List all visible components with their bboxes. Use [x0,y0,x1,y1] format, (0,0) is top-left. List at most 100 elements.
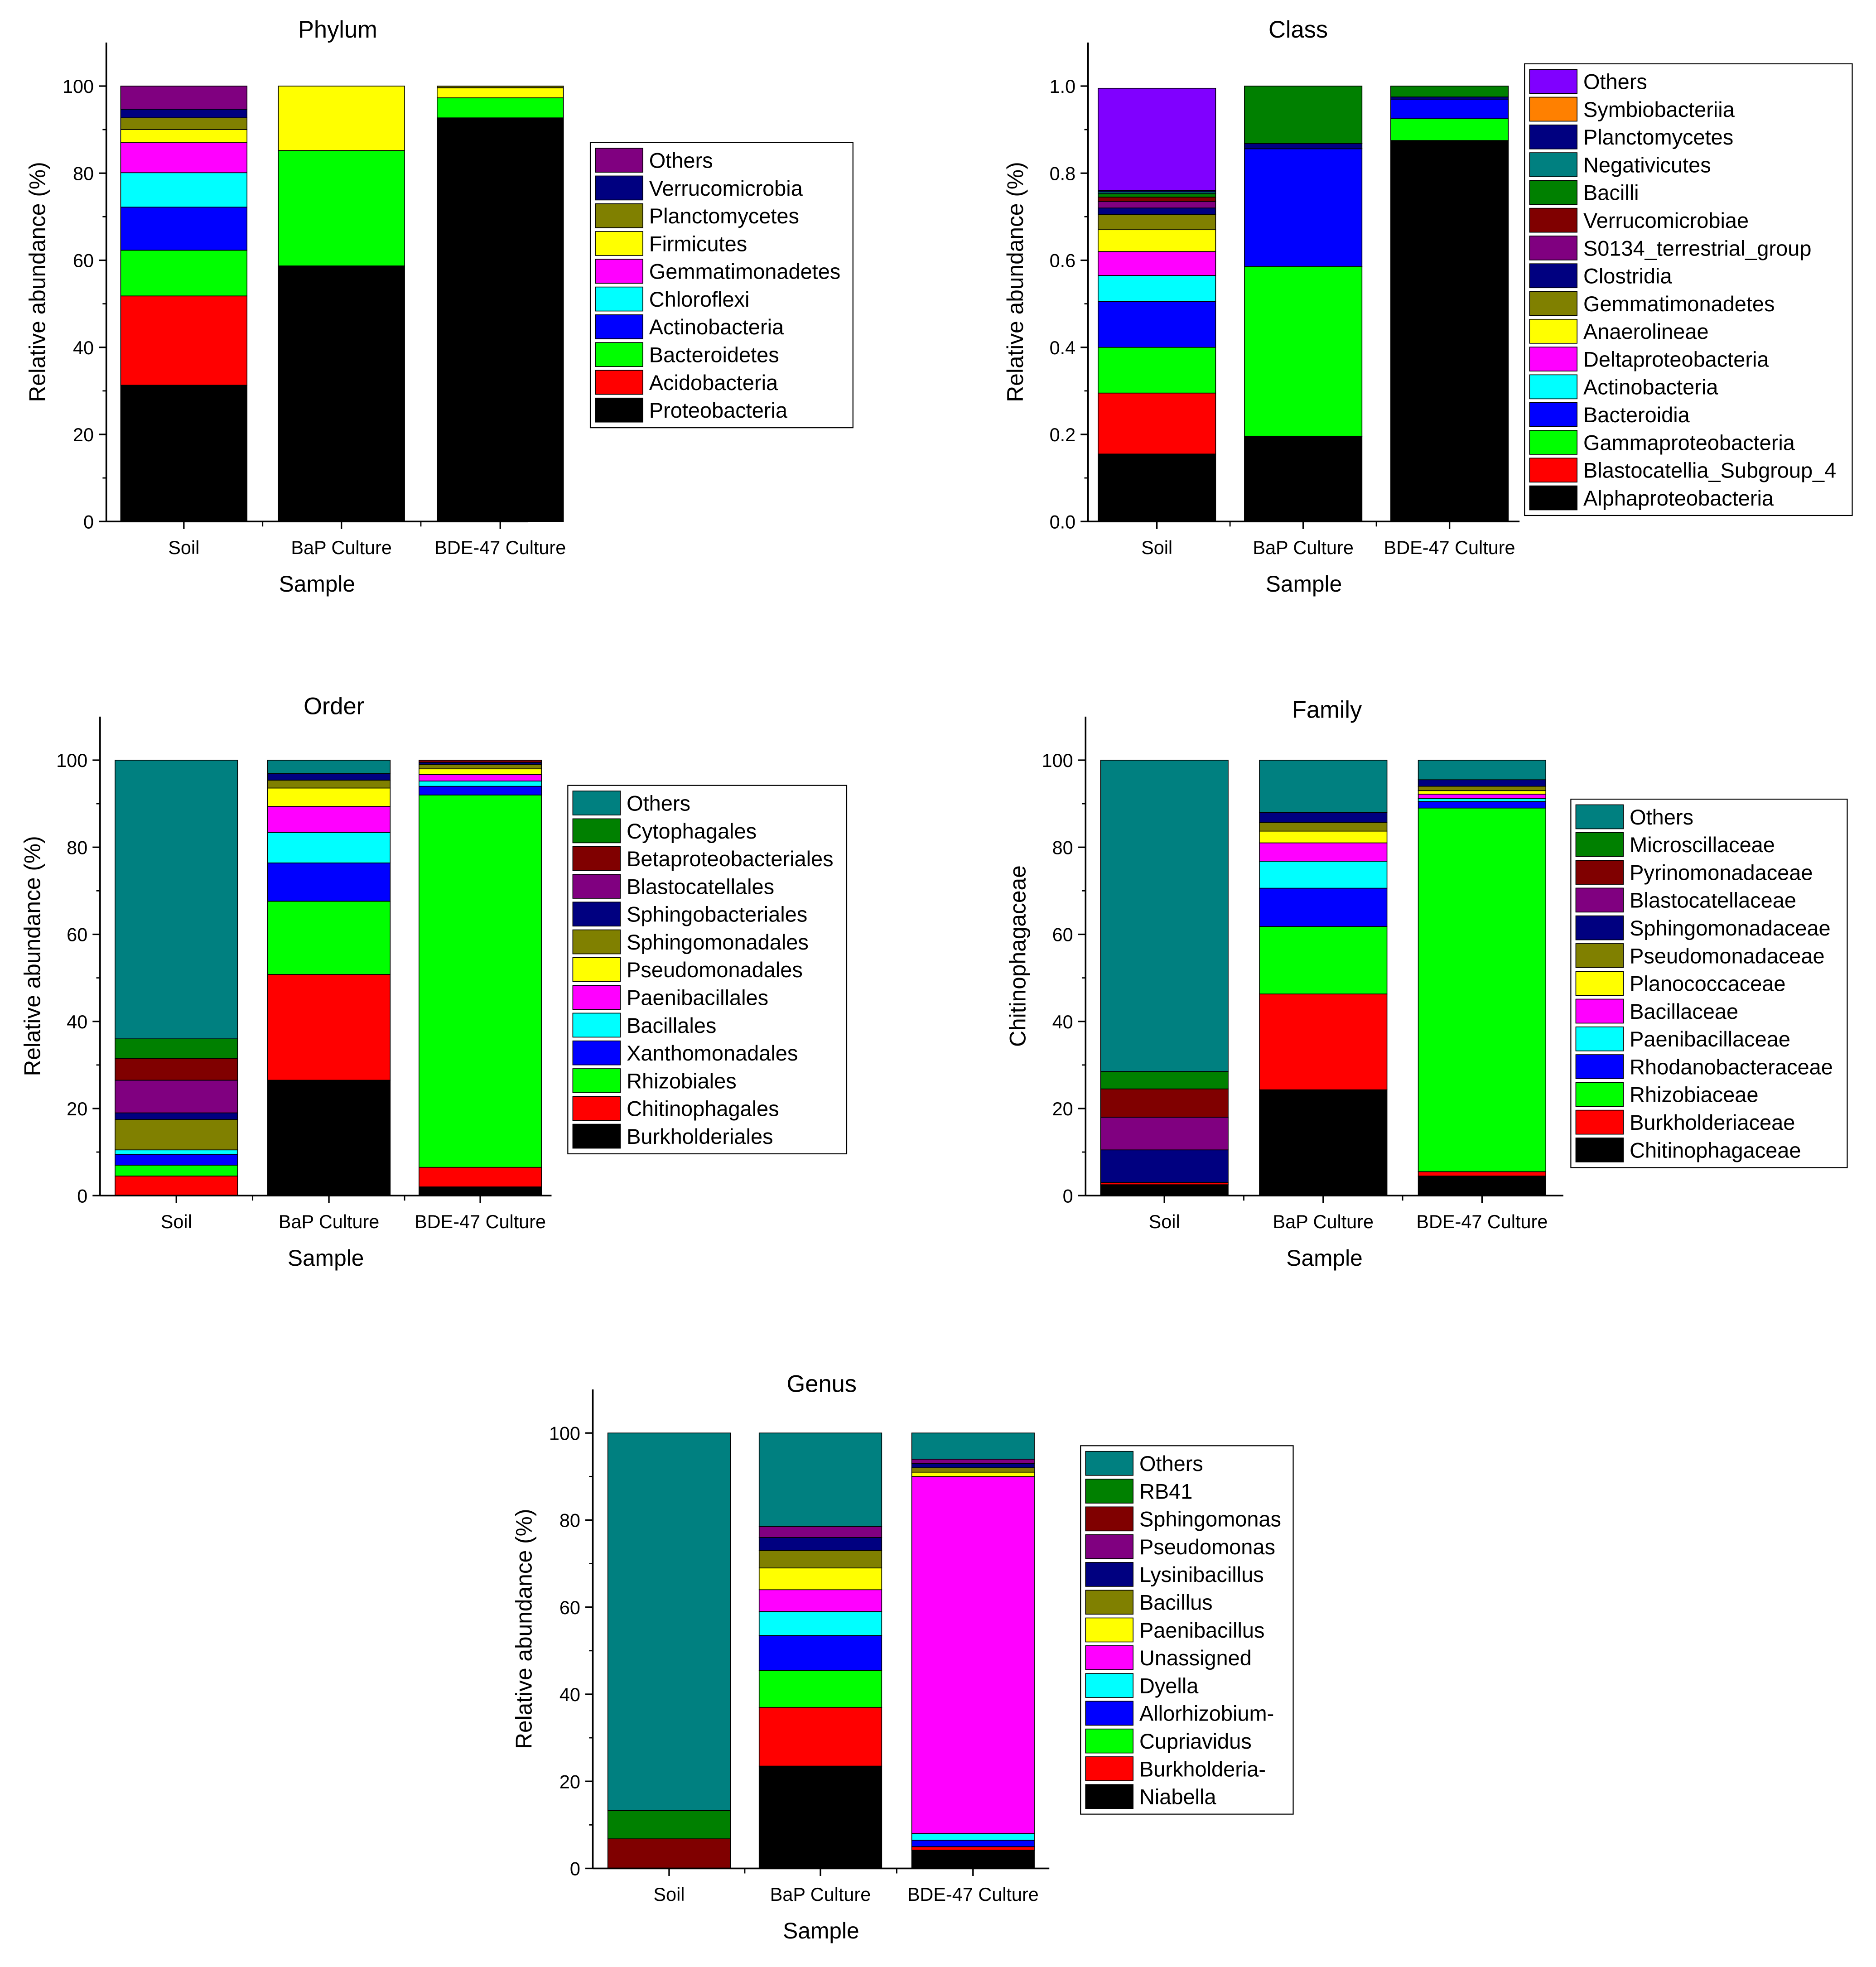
bar-segment [418,1186,542,1196]
bar-segment [418,760,542,763]
legend: Others Cytophagales Betaproteobacteriales B… [567,785,848,1155]
x-tick-label: BDE-47 Culture [434,537,566,558]
legend-label: Others [1630,805,1693,829]
legend-swatch [1529,207,1578,233]
legend-label: Verrucomicrobiae [1583,209,1749,232]
bar-segment [120,129,248,143]
bar-segment [1244,86,1363,144]
bar-segment [418,774,542,781]
legend-label: Paenibacillales [627,986,768,1009]
bar-segment [1098,214,1216,231]
legend-swatch [1529,180,1578,205]
x-tick-label: BaP Culture [770,1884,871,1905]
legend-swatch [595,397,643,423]
legend-label: Unassigned [1139,1646,1252,1670]
legend-label: Others [649,149,713,172]
x-tick-label: Soil [1149,1211,1180,1232]
legend-swatch [1575,943,1624,968]
bar-segment [758,1537,883,1551]
legend-label: Paenibacillaceae [1630,1027,1790,1051]
legend-swatch [1575,1109,1624,1135]
legend-swatch [1529,69,1578,94]
legend-label: Blastocatellales [627,875,774,898]
bar-segment [1098,229,1216,252]
bar-segment [758,1611,883,1636]
legend: Others Verrucomicrobia Planctomycetes Firmi… [589,142,854,429]
legend-label: Sphingobacteriales [627,903,807,926]
legend-swatch [1085,1506,1133,1532]
legend: Others Symbiobacteriia Planctomycetes Negat… [1524,63,1853,516]
legend-swatch [1575,860,1624,885]
legend: Others Microscillaceae Pyrinomonadaceae Bla… [1570,798,1848,1168]
legend-label: Sphingomonadaceae [1630,916,1831,940]
chart-genus: Genus 0 20 40 60 80 100 Soil BaP Culture BDE-47 C… [511,1371,1294,1943]
y-tick-label: 100 [1042,750,1073,771]
bar-segment [758,1670,883,1708]
legend-label: Bacilli [1583,181,1639,205]
x-tick-label: BaP Culture [1273,1211,1374,1232]
bar-segment [267,832,391,863]
x-axis-label: Sample [1286,1245,1362,1271]
bar-segment [437,86,564,88]
bar-segment [1259,926,1388,994]
legend-swatch [572,902,621,927]
legend-label: Bacillaceae [1630,1000,1738,1023]
legend-swatch [1085,1562,1133,1587]
legend-swatch [595,370,643,395]
y-tick-label: 0.6 [1050,251,1076,271]
bar-segment [115,1112,238,1120]
bar-segment [418,768,542,775]
legend-label: Alphaproteobacteria [1583,487,1774,510]
bar-segment [418,786,542,795]
legend-label: Allorhizobium- [1139,1702,1274,1726]
bar-segment [120,86,248,110]
bar-segment [1259,993,1388,1090]
legend-swatch [1529,263,1578,289]
legend-swatch [595,203,643,228]
x-tick-label: BaP Culture [1253,537,1354,558]
bar-segment [1259,830,1388,844]
legend-swatch [1529,347,1578,371]
bar-segment [120,142,248,174]
legend-swatch [1575,1026,1624,1051]
bar-segment [758,1765,883,1869]
bar-segment [1098,87,1216,191]
bar-segment [267,773,391,781]
legend-label: Others [1139,1452,1203,1475]
legend-swatch [595,148,643,173]
bar-segment [911,1833,1035,1841]
legend-swatch [572,957,621,982]
bar-segment [758,1635,883,1671]
bar-segment [1390,98,1509,119]
bar-segment [120,117,248,130]
legend-label: Pseudomonadaceae [1630,944,1824,968]
legend-label: Deltaproteobacteria [1583,347,1769,371]
legend-swatch [1529,402,1578,427]
legend-swatch [1529,124,1578,149]
legend-swatch [1575,804,1624,829]
legend-label: Others [627,791,690,815]
legend-swatch [595,175,643,201]
y-tick-label: 20 [559,1771,580,1792]
chart-order: Order 0 20 40 60 80 100 Soil BaP Culture BDE-47 C… [19,693,848,1271]
bar-segment [1259,1089,1388,1196]
y-tick-label: 60 [1052,925,1073,945]
legend-label: Clostridia [1583,265,1672,288]
legend-swatch [1529,96,1578,122]
legend-swatch [1529,152,1578,177]
x-tick-label: BDE-47 Culture [1384,537,1515,558]
chart-title: Class [1268,17,1328,43]
bar-segment [1100,1149,1229,1183]
x-tick-label: Soil [161,1211,192,1232]
legend-label: Verrucomicrobia [649,177,803,200]
bar-segment [267,806,391,833]
legend-swatch [572,1012,621,1038]
legend-label: Blastocatellaceae [1630,889,1796,912]
legend-label: Gemmatimonadetes [649,260,840,284]
legend-swatch [1529,236,1578,260]
bar-segment [267,780,391,789]
chart-title: Order [304,693,364,719]
bar-segment [115,1176,238,1196]
legend-label: Others [1583,70,1647,94]
chart-title: Family [1292,697,1362,723]
